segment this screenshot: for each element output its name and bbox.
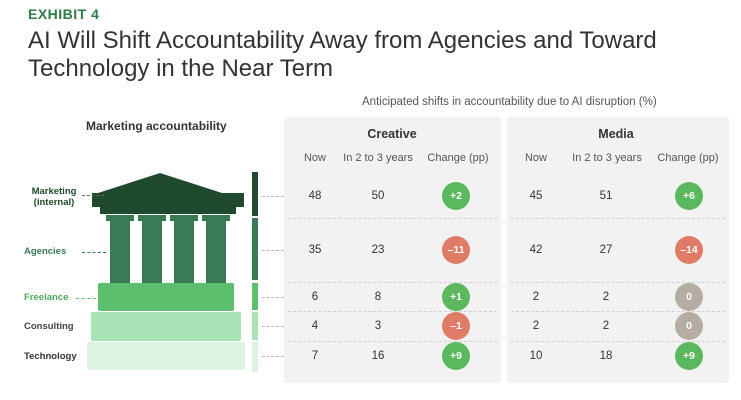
bar-segment-agencies — [252, 218, 258, 280]
media-now-value: 45 — [529, 190, 543, 202]
pointer-agencies — [82, 252, 106, 253]
pointer-freelance — [76, 298, 96, 299]
creative-now-value: 48 — [308, 190, 322, 202]
creative-now-value: 6 — [311, 291, 319, 303]
media-col-now: Now — [524, 152, 547, 164]
creative-change-badge: –11 — [442, 236, 470, 264]
building-column-1-cap — [106, 215, 134, 221]
row-separator — [288, 311, 497, 312]
link-technology — [262, 356, 284, 357]
building-column-2-cap — [138, 215, 166, 221]
building-step-technology — [87, 342, 245, 370]
media-future-value: 27 — [599, 244, 613, 256]
creative-now-value: 35 — [308, 244, 322, 256]
media-future-value: 18 — [599, 350, 613, 362]
creative-future-value: 8 — [374, 291, 382, 303]
creative-future-value: 3 — [374, 320, 382, 332]
media-now-value: 2 — [532, 320, 540, 332]
link-agencies — [262, 250, 284, 251]
creative-col-change: Change (pp) — [427, 152, 489, 164]
exhibit-label: EXHIBIT 4 — [28, 6, 100, 22]
creative-col-now: Now — [303, 152, 326, 164]
building-step-freelance — [98, 283, 234, 311]
creative-change-badge: +9 — [442, 342, 470, 370]
media-change-badge: +9 — [675, 342, 703, 370]
media-change-badge: +6 — [675, 182, 703, 210]
creative-future-value: 23 — [371, 244, 385, 256]
row-label-marketing: Marketing (internal) — [31, 186, 77, 208]
media-future-value: 51 — [599, 190, 613, 202]
media-future-value: 2 — [602, 291, 610, 303]
media-col-future: In 2 to 3 years — [572, 152, 642, 164]
creative-col-future: In 2 to 3 years — [343, 152, 413, 164]
row-label-technology: Technology — [24, 351, 77, 362]
link-freelance — [262, 297, 284, 298]
creative-panel-title: Creative — [367, 127, 417, 141]
row-separator — [511, 282, 725, 283]
building-column-3 — [174, 217, 194, 283]
bar-segment-marketing — [252, 172, 258, 216]
building-column-4-cap — [202, 215, 230, 221]
row-separator — [288, 341, 497, 342]
row-separator — [288, 282, 497, 283]
row-separator — [288, 218, 497, 219]
row-separator — [511, 311, 725, 312]
building-roof — [98, 173, 222, 193]
bar-segment-consulting — [252, 312, 258, 340]
accountability-building-illustration — [87, 173, 245, 370]
link-consulting — [262, 326, 284, 327]
media-change-badge: 0 — [675, 312, 703, 340]
creative-change-badge: +2 — [442, 182, 470, 210]
link-marketing — [262, 196, 284, 197]
building-roof-trim — [100, 207, 236, 214]
media-now-value: 2 — [532, 291, 540, 303]
chart-subtitle: Anticipated shifts in accountability due… — [362, 96, 657, 108]
row-label-agencies: Agencies — [24, 246, 67, 257]
row-label-consulting: Consulting — [24, 321, 74, 332]
creative-future-value: 50 — [371, 190, 385, 202]
creative-change-badge: –1 — [442, 312, 470, 340]
building-column-2 — [142, 217, 162, 283]
bar-segment-technology — [252, 342, 258, 372]
media-now-value: 42 — [529, 244, 543, 256]
building-column-1 — [110, 217, 130, 283]
media-now-value: 10 — [529, 350, 543, 362]
creative-change-badge: +1 — [442, 283, 470, 311]
row-label-freelance: Freelance — [24, 292, 69, 303]
building-step-consulting — [91, 312, 241, 341]
creative-future-value: 16 — [371, 350, 385, 362]
bar-segment-freelance — [252, 283, 258, 310]
media-col-change: Change (pp) — [657, 152, 719, 164]
creative-now-value: 7 — [311, 350, 319, 362]
creative-now-value: 4 — [311, 320, 319, 332]
row-separator — [511, 341, 725, 342]
pointer-marketing — [82, 195, 104, 196]
building-column-3-cap — [170, 215, 198, 221]
chart-title: AI Will Shift Accountability Away from A… — [28, 27, 657, 82]
media-change-badge: 0 — [675, 283, 703, 311]
building-column-4 — [206, 217, 226, 283]
row-separator — [511, 218, 725, 219]
building-roof-base — [92, 193, 244, 207]
media-panel-title: Media — [598, 127, 634, 141]
media-change-badge: –14 — [675, 236, 703, 264]
media-future-value: 2 — [602, 320, 610, 332]
marketing-accountability-heading: Marketing accountability — [86, 119, 227, 133]
